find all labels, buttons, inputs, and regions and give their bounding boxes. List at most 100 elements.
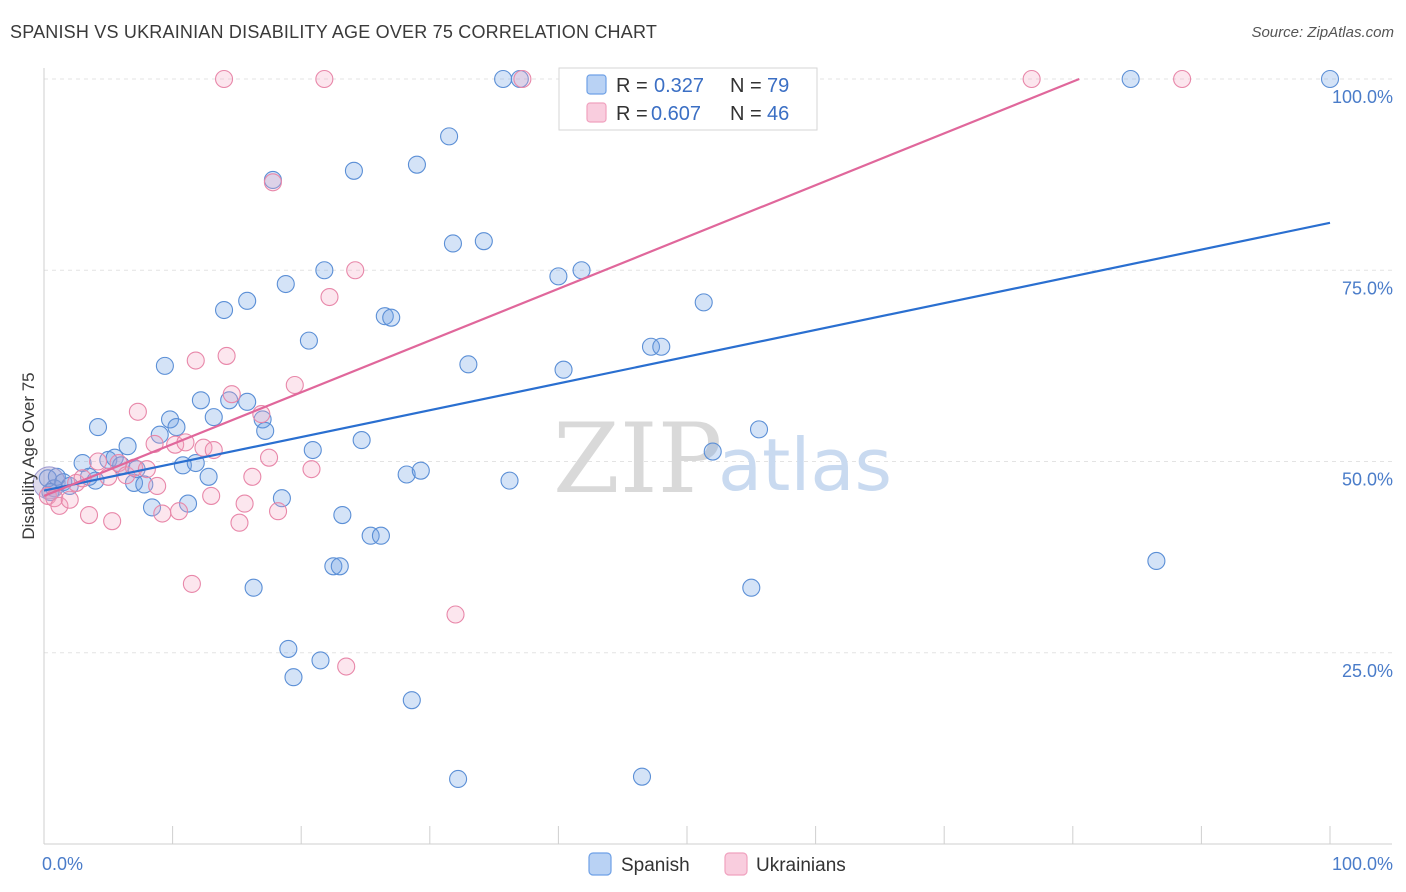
point-ukrainians [103,512,122,531]
watermark-zip: ZIP [553,403,722,515]
point-ukrainians [202,486,221,505]
y-tick-label: 25.0% [1342,661,1393,681]
point-spanish [375,307,394,326]
point-ukrainians [128,402,147,421]
watermark-atlas: atlas [718,423,892,507]
point-spanish [311,651,330,670]
trend-line-ukrainians [43,77,1080,497]
point-spanish [749,420,769,439]
point-spanish [440,127,459,146]
point-ukrainians [337,657,356,676]
point-ukrainians [320,287,339,307]
bottom-legend-swatch-ukrainians [724,852,748,876]
point-ukrainians [285,375,304,395]
point-spanish [352,431,371,450]
series-ukrainians-points [38,69,1192,676]
y-tick-label: 75.0% [1342,278,1393,298]
point-ukrainians [269,502,288,521]
point-spanish [371,526,390,545]
point-spanish [694,293,713,312]
trend-lines [43,77,1331,497]
point-ukrainians [88,452,108,471]
point-spanish [256,421,275,440]
point-ukrainians [222,385,241,404]
bottom-legend-label-ukrainians: Ukrainians [756,855,846,876]
y-axis-title: Disability Age Over 75 [19,372,38,539]
point-spanish [1147,551,1166,571]
point-spanish [361,526,380,545]
point-spanish [402,691,421,710]
point-ukrainians [214,69,234,89]
point-ukrainians [1173,69,1192,89]
x-ticks [43,826,1331,844]
legend-n-value-spanish: 79 [767,75,789,97]
legend-r-value-spanish: 0.327 [654,75,704,97]
point-ukrainians [315,69,334,89]
point-ukrainians [235,494,254,513]
point-ukrainians [243,467,262,486]
stats-legend: R = 0.327 N = 79 R = 0.607 N = 46 [558,67,818,131]
point-ukrainians [230,513,249,532]
point-spanish [238,392,257,411]
point-spanish [276,274,295,294]
point-ukrainians [217,346,236,365]
point-spanish [118,437,137,456]
point-spanish [474,232,493,251]
y-tick-label: 50.0% [1342,470,1393,490]
point-spanish [315,261,334,280]
x-tick-label-min: 0.0% [42,854,83,874]
point-spanish [382,308,401,327]
point-spanish [167,418,186,437]
point-ukrainians [302,460,321,479]
legend-r-label-spanish: R = [616,75,648,97]
point-spanish [407,155,426,174]
point-ukrainians [1022,69,1041,89]
point-spanish [632,767,652,786]
point-spanish [155,356,174,375]
point-spanish [1121,69,1140,89]
point-spanish [244,578,263,597]
point-ukrainians [169,502,189,521]
y-tick-labels: 25.0% 50.0% 75.0% 100.0% [1332,87,1393,681]
point-spanish [303,440,322,460]
legend-n-label-spanish: N = [730,75,762,97]
point-ukrainians [186,351,205,370]
point-spanish [1320,69,1340,89]
point-spanish [299,331,318,350]
point-ukrainians [60,490,79,509]
point-ukrainians [153,504,172,523]
series-legend: Spanish Ukrainians [588,852,846,876]
point-spanish [160,410,180,429]
point-ukrainians [446,605,465,624]
trend-line-spanish [43,221,1331,492]
grid-lines [44,78,1392,654]
legend-n-value-ukrainians: 46 [767,103,789,125]
legend-swatch-ukrainians [586,102,607,123]
point-ukrainians [148,476,167,496]
point-spanish [284,668,303,687]
y-tick-label: 100.0% [1332,87,1393,107]
bottom-legend-label-spanish: Spanish [621,855,690,876]
point-spanish [494,69,513,89]
point-spanish [641,337,661,356]
point-spanish [411,461,430,480]
point-spanish [204,408,223,427]
point-spanish [554,360,573,379]
bottom-legend-swatch-spanish [588,852,612,876]
point-spanish [88,418,108,437]
point-ukrainians [513,69,532,89]
legend-r-label-ukrainians: R = [616,103,648,125]
point-spanish [142,498,162,517]
point-spanish [549,267,568,286]
point-spanish [324,557,343,576]
point-spanish [279,639,298,658]
point-spanish [150,425,169,444]
series-spanish-points [32,69,1340,789]
point-spanish [397,465,416,484]
legend-r-value-ukrainians: 0.607 [651,103,701,125]
point-spanish [742,578,761,597]
point-ukrainians [79,505,99,525]
point-ukrainians [263,173,282,192]
source-label: Source: ZipAtlas.com [1251,24,1394,41]
